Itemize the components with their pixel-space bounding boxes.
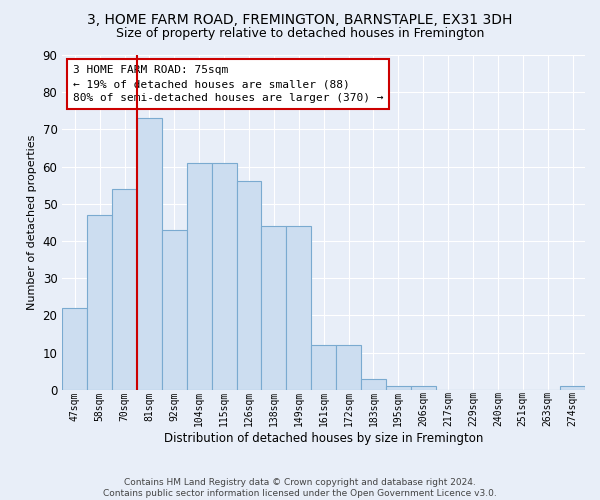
Bar [386,386,411,390]
Bar [560,386,585,390]
Bar [411,386,436,390]
Bar [212,163,236,390]
Bar [336,345,361,390]
Bar [62,308,87,390]
Bar [311,345,336,390]
Bar [162,230,187,390]
Bar [112,189,137,390]
Text: 3, HOME FARM ROAD, FREMINGTON, BARNSTAPLE, EX31 3DH: 3, HOME FARM ROAD, FREMINGTON, BARNSTAPL… [88,12,512,26]
Text: Size of property relative to detached houses in Fremington: Size of property relative to detached ho… [116,28,484,40]
Bar [361,378,386,390]
Bar [262,226,286,390]
Bar [236,182,262,390]
Y-axis label: Number of detached properties: Number of detached properties [27,134,37,310]
Bar [187,163,212,390]
X-axis label: Distribution of detached houses by size in Fremington: Distribution of detached houses by size … [164,432,484,445]
Bar [87,215,112,390]
Bar [137,118,162,390]
Bar [286,226,311,390]
Text: Contains HM Land Registry data © Crown copyright and database right 2024.
Contai: Contains HM Land Registry data © Crown c… [103,478,497,498]
Text: 3 HOME FARM ROAD: 75sqm
← 19% of detached houses are smaller (88)
80% of semi-de: 3 HOME FARM ROAD: 75sqm ← 19% of detache… [73,65,383,103]
